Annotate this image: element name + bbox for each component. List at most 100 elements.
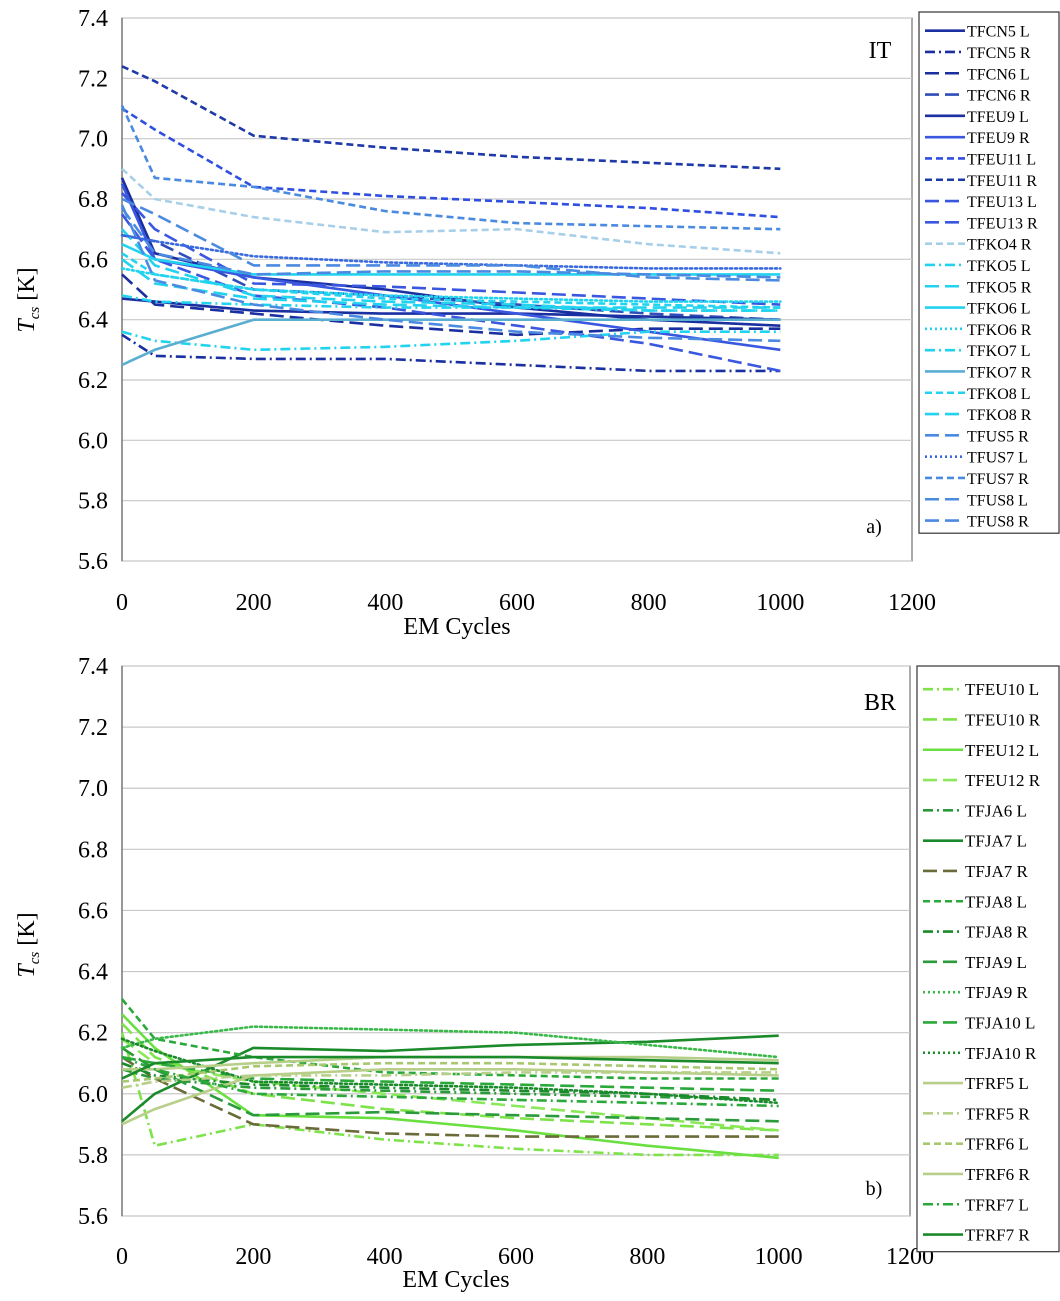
legend-label: TFKO8 R [967, 407, 1032, 424]
x-tick-label: 800 [629, 1244, 665, 1270]
panel-id-label: a) [866, 516, 882, 538]
x-tick-label: 1000 [755, 1244, 803, 1270]
y-tick-label: 6.8 [78, 187, 108, 213]
y-axis-title: Tcs [K] [14, 912, 43, 977]
series-line [120, 1025, 781, 1059]
plot-frame [121, 665, 911, 1217]
x-tick-label: 200 [236, 590, 272, 616]
legend-label: TFUS8 R [967, 514, 1029, 531]
legend-label: TFKO4 R [967, 237, 1032, 254]
legend-label: TFEU9 L [967, 109, 1029, 126]
x-tick-label: 600 [499, 590, 535, 616]
series-line [120, 104, 781, 231]
y-tick-label: 6.2 [78, 368, 108, 394]
legend-label: TFKO6 L [967, 301, 1031, 318]
y-tick-label: 7.0 [78, 776, 108, 802]
y-tick-label: 5.8 [78, 489, 108, 515]
y-axis-title-symbol: T [14, 318, 40, 333]
x-axis-title: EM Cycles [402, 1267, 509, 1293]
x-tick-label: 400 [367, 1244, 403, 1270]
x-tick-label: 0 [116, 590, 128, 616]
series-line [121, 167, 781, 255]
legend-label: TFEU12 L [965, 741, 1039, 760]
x-tick-label: 1200 [888, 590, 936, 616]
legend-label: TFCN6 R [967, 88, 1031, 105]
legend-label: TFKO7 L [967, 343, 1031, 360]
corner-label: BR [864, 690, 896, 716]
series-line [120, 267, 782, 303]
legend-label: TFRF6 L [965, 1135, 1029, 1154]
legend-label: TFEU13 R [967, 215, 1038, 232]
legend-box [918, 11, 1060, 534]
y-tick-label: 6.4 [78, 308, 108, 334]
y-tick-label: 5.6 [78, 1204, 108, 1230]
y-axis-title-symbol: T [14, 963, 40, 978]
y-axis-title-subscript: cs [27, 307, 43, 320]
legend-label: TFRF5 R [965, 1104, 1030, 1123]
legend-label: TFEU10 R [965, 710, 1041, 729]
y-axis-title-subscript: cs [27, 952, 43, 965]
series-line [121, 192, 781, 306]
series-line [121, 1013, 779, 1160]
legend-label: TFUS8 L [967, 492, 1028, 509]
y-tick-label: 7.0 [78, 127, 108, 153]
y-tick-label: 7.2 [78, 66, 108, 92]
legend-label: TFJA7 L [965, 832, 1027, 851]
legend-label: TFCN5 R [967, 45, 1031, 62]
legend-label: TFJA7 R [965, 862, 1028, 881]
legend-label: TFKO6 R [967, 322, 1032, 339]
series-line [121, 294, 781, 312]
y-tick-label: 6.2 [78, 1021, 108, 1047]
x-tick-label: 200 [235, 1244, 271, 1270]
legend-label: TFUS5 R [967, 428, 1029, 445]
series-line [121, 107, 781, 219]
legend-label: TFEU12 R [965, 771, 1041, 790]
y-tick-label: 5.8 [78, 1143, 108, 1169]
y-tick-label: 7.4 [78, 654, 108, 680]
legend-label: TFKO5 R [967, 279, 1032, 296]
y-tick-label: 6.0 [78, 428, 108, 454]
legend-label: TFEU13 L [967, 194, 1037, 211]
legend-label: TFJA9 R [965, 983, 1028, 1002]
series-line [121, 330, 781, 352]
chart-panel-b: 5.6 5.8 6.0 6.2 6.4 6.6 6.8 7.0 7.2 7.4 0 200 400 600… [14, 654, 1060, 1293]
legend-label: TFEU9 R [967, 130, 1030, 147]
legend-box [916, 665, 1060, 1253]
series-line [121, 252, 781, 309]
series-line [121, 1034, 779, 1123]
series-line [120, 233, 782, 270]
legend-label: TFRF6 R [965, 1165, 1030, 1184]
x-tick-label: 0 [116, 1244, 128, 1270]
y-tick-label: 6.6 [78, 247, 108, 273]
y-axis-title: Tcs [K] [14, 267, 43, 332]
chart-panel-a: 5.6 5.8 6.0 6.2 6.4 6.6 6.8 7.0 7.2 7.4 0 200 400 600… [14, 6, 1060, 640]
corner-label: IT [869, 38, 892, 64]
series-line [121, 1055, 779, 1108]
y-tick-label: 6.6 [78, 898, 108, 924]
legend-label: TFUS7 L [967, 450, 1028, 467]
series-line [121, 1068, 779, 1102]
y-axis-title-unit: [K] [14, 267, 40, 306]
y-tick-label: 6.8 [78, 837, 108, 863]
series-line [121, 273, 781, 337]
series-line [121, 1056, 779, 1138]
series-line [120, 1037, 781, 1105]
legend-label: TFEU11 L [967, 151, 1036, 168]
y-tick-label: 5.6 [78, 549, 108, 575]
series-line [121, 258, 781, 309]
x-tick-label: 1000 [756, 590, 804, 616]
legend-label: TFEU11 R [967, 173, 1037, 190]
legend-label: TFJA10 L [965, 1013, 1035, 1032]
legend-label: TFRF7 R [965, 1226, 1030, 1245]
legend-label: TFRF7 L [965, 1195, 1029, 1214]
legend-label: TFKO5 L [967, 258, 1031, 275]
series-line [121, 233, 781, 321]
y-tick-label: 7.2 [78, 715, 108, 741]
legend-label: TFJA6 L [965, 801, 1027, 820]
series-line [121, 1046, 779, 1123]
y-tick-label: 6.0 [78, 1082, 108, 1108]
series-line [120, 207, 781, 279]
legend-label: TFEU10 L [965, 680, 1039, 699]
